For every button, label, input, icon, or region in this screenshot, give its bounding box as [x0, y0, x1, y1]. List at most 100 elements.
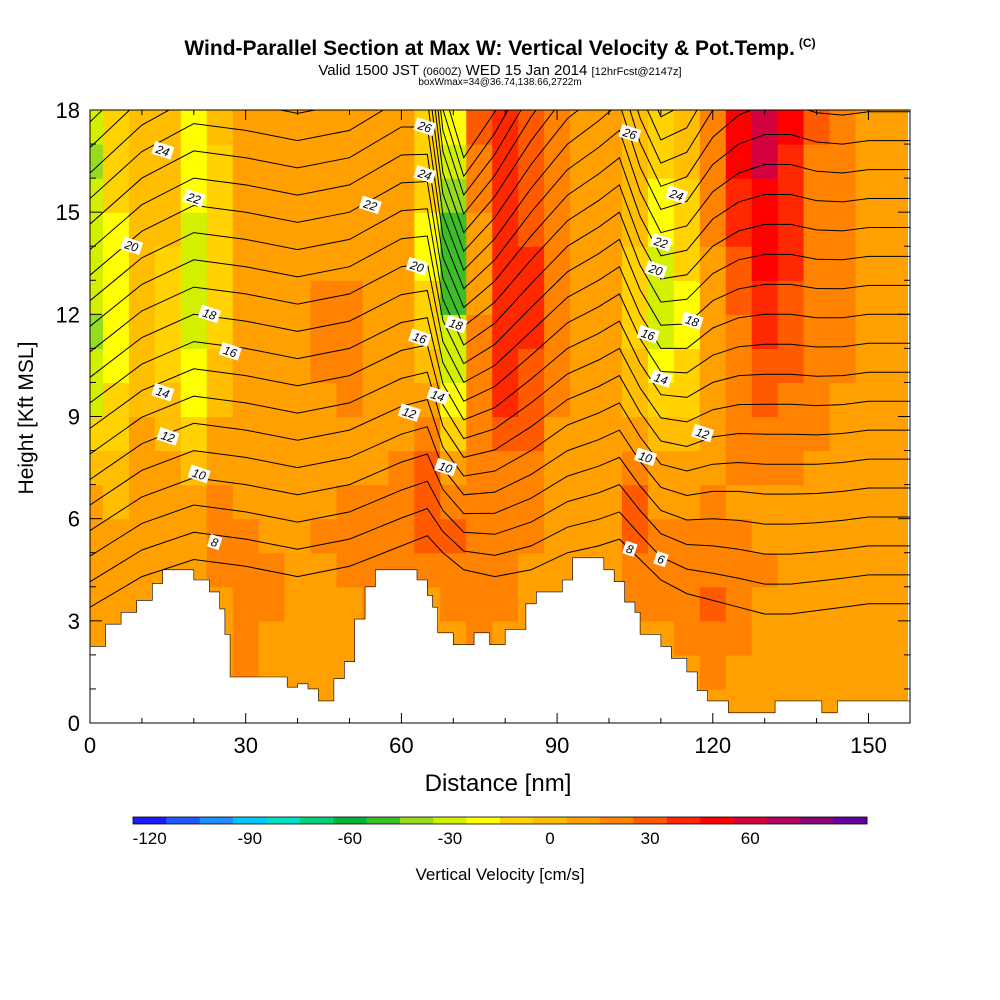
w-cell [803, 654, 831, 690]
w-cell [154, 178, 182, 213]
y-axis-label: Height [Kft MSL] [15, 342, 38, 495]
contour-label-text: 6 [656, 552, 667, 567]
w-cell [466, 110, 493, 145]
w-cell [544, 382, 571, 418]
w-cell [128, 348, 156, 384]
w-cell [777, 314, 805, 349]
w-cell [414, 484, 441, 520]
colorbar-swatch [399, 817, 434, 824]
contour-label: 14 [649, 369, 673, 388]
contour-label-box [405, 256, 429, 276]
w-cell [570, 382, 597, 418]
contour-label-box [633, 447, 657, 467]
w-cell [440, 586, 467, 622]
w-cell [206, 450, 234, 486]
w-cell [621, 552, 649, 588]
w-cell [699, 144, 727, 179]
w-cell [492, 212, 519, 247]
w-cell [258, 246, 286, 281]
w-cell [492, 314, 519, 349]
w-cell [492, 280, 519, 315]
subtitle-date: WED 15 Jan 2014 [465, 62, 588, 79]
w-cell [362, 348, 390, 384]
contour-label-text: 20 [122, 237, 140, 255]
w-cell [232, 416, 260, 452]
terrain-outline [89, 557, 910, 714]
colorbar-swatch [633, 817, 668, 824]
contour-label-text: 22 [184, 190, 202, 208]
w-cell [466, 552, 493, 588]
axes: 0 30 60 90 120 150 0 3 6 9 12 15 18 [56, 98, 910, 758]
w-cell [596, 110, 623, 145]
w-cell [310, 382, 338, 418]
contour-label-text: 14 [154, 384, 171, 402]
contour-label-text: 14 [429, 387, 446, 405]
colorbar-swatch [233, 817, 267, 824]
w-cell [544, 246, 571, 281]
w-cell [362, 484, 390, 520]
x-tick-label: 150 [850, 733, 887, 758]
w-cell [881, 654, 909, 690]
contour-label: 24 [665, 185, 689, 204]
w-cell [466, 144, 493, 179]
w-cell [284, 212, 312, 247]
w-cell [881, 144, 909, 179]
contour-label: 12 [156, 427, 180, 446]
w-cell [777, 382, 805, 418]
w-cell [310, 654, 338, 690]
theta-contour [90, 398, 910, 480]
colorbar-swatch [800, 817, 835, 824]
w-cell [829, 586, 857, 622]
w-cell [128, 416, 156, 452]
contour-label: 22 [182, 188, 206, 208]
w-cell [492, 518, 519, 554]
w-cell [699, 382, 727, 418]
w-cell [336, 518, 364, 554]
w-cell [466, 314, 493, 349]
w-cell [388, 518, 415, 554]
w-cell [777, 586, 805, 622]
w-cell [881, 484, 909, 520]
w-cell [362, 450, 390, 486]
w-cell [803, 450, 831, 486]
w-cell [803, 518, 831, 554]
theta-contour [90, 110, 910, 272]
w-cell [518, 280, 545, 315]
x-tick-label: 90 [545, 733, 569, 758]
w-cell [829, 178, 857, 213]
w-cell [855, 144, 883, 179]
w-cell [596, 212, 623, 247]
colorbar-tick-label: 0 [545, 829, 554, 848]
contour-label-text: 22 [361, 196, 379, 214]
contour-label: 16 [218, 342, 242, 361]
w-cell [699, 620, 727, 656]
w-cell [803, 144, 831, 179]
w-cell [128, 450, 156, 486]
w-cell [621, 178, 649, 213]
w-cell [596, 314, 623, 349]
w-cell [881, 212, 909, 247]
w-cell [596, 450, 623, 486]
w-cell [751, 110, 779, 145]
w-cell [388, 314, 415, 349]
w-cell [90, 280, 104, 315]
w-cell [725, 110, 753, 145]
w-cell [362, 518, 390, 554]
w-cell [699, 246, 727, 281]
y-tick-label: 9 [68, 405, 80, 430]
w-cell [128, 110, 156, 145]
w-cell [803, 110, 831, 145]
w-cell [180, 518, 208, 554]
colorbar-swatch [766, 817, 801, 824]
colorbar-swatch [299, 817, 334, 824]
contour-label-box [206, 533, 223, 551]
contour-label-box [120, 236, 144, 256]
w-cell [90, 586, 104, 622]
theta-contour [90, 344, 910, 440]
contour-label-text: 20 [646, 261, 664, 279]
y-tick-label: 15 [56, 200, 80, 225]
w-cell [803, 416, 831, 452]
w-cell [232, 552, 260, 588]
w-cell [284, 144, 312, 179]
colorbar-swatch [266, 817, 301, 824]
